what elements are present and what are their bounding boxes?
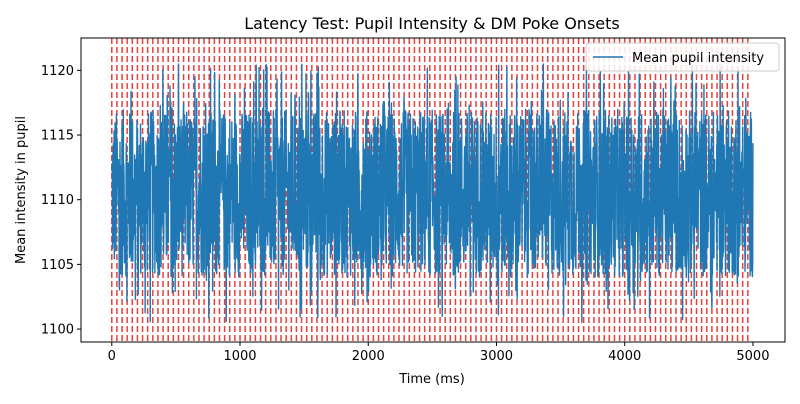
x-tick-label: 2000 <box>352 349 385 364</box>
plot-frame <box>80 37 786 343</box>
x-tick-label: 3000 <box>480 349 513 364</box>
x-tick-label: 4000 <box>608 349 641 364</box>
y-axis-label: Mean intensity in pupil <box>14 116 29 264</box>
chart-title: Latency Test: Pupil Intensity & DM Poke … <box>244 14 619 33</box>
legend-label-mean-pupil: Mean pupil intensity <box>632 51 764 66</box>
y-tick-label: 1110 <box>41 193 74 208</box>
y-tick-label: 1100 <box>41 323 74 338</box>
legend-box <box>585 42 780 72</box>
y-tick-label: 1120 <box>41 64 74 79</box>
y-tick-label: 1115 <box>41 129 74 144</box>
x-tick-label: 5000 <box>736 349 769 364</box>
plot-area <box>111 38 754 342</box>
x-tick-label: 1000 <box>223 349 256 364</box>
y-tick-label: 1105 <box>41 258 74 273</box>
x-axis-ticks: 0 1000 2000 3000 4000 5000 <box>108 342 769 364</box>
x-axis-label: Time (ms) <box>398 372 465 387</box>
legend: Mean pupil intensity <box>585 42 780 72</box>
y-axis-ticks: 1100 1105 1110 1115 1120 <box>41 64 81 338</box>
series-mean-pupil-intensity <box>111 63 754 324</box>
x-tick-label: 0 <box>108 349 116 364</box>
